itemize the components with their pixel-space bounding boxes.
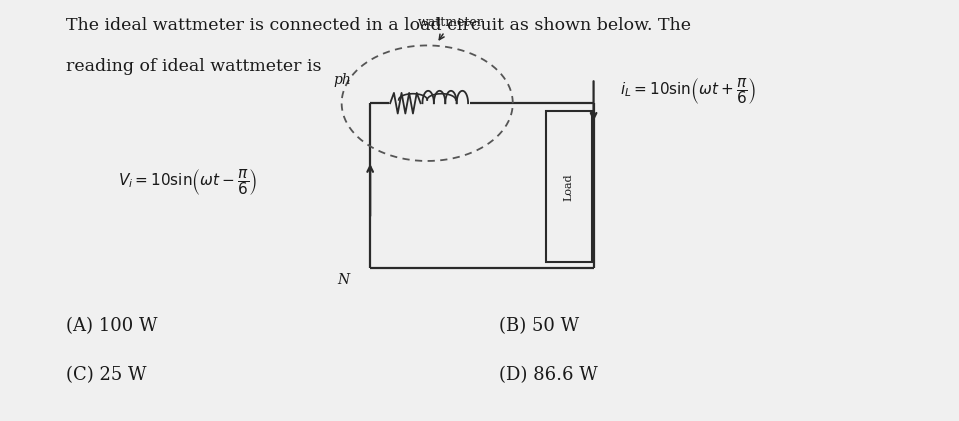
Text: N: N xyxy=(338,273,349,287)
Text: ph: ph xyxy=(334,73,351,87)
Text: reading of ideal wattmeter is: reading of ideal wattmeter is xyxy=(66,58,321,75)
Text: (D) 86.6 W: (D) 86.6 W xyxy=(499,367,597,384)
Text: (B) 50 W: (B) 50 W xyxy=(499,317,578,335)
Text: $i_L = 10\sin\!\left(\omega t + \dfrac{\pi}{6}\right)$: $i_L = 10\sin\!\left(\omega t + \dfrac{\… xyxy=(620,76,757,106)
Text: $V_i = 10\sin\!\left(\omega t - \dfrac{\pi}{6}\right)$: $V_i = 10\sin\!\left(\omega t - \dfrac{\… xyxy=(118,167,258,197)
Text: (C) 25 W: (C) 25 W xyxy=(66,367,147,384)
Text: wattmeter: wattmeter xyxy=(418,16,484,40)
Text: Load: Load xyxy=(564,173,573,200)
Text: (A) 100 W: (A) 100 W xyxy=(66,317,157,335)
Text: The ideal wattmeter is connected in a load circuit as shown below. The: The ideal wattmeter is connected in a lo… xyxy=(66,16,691,34)
